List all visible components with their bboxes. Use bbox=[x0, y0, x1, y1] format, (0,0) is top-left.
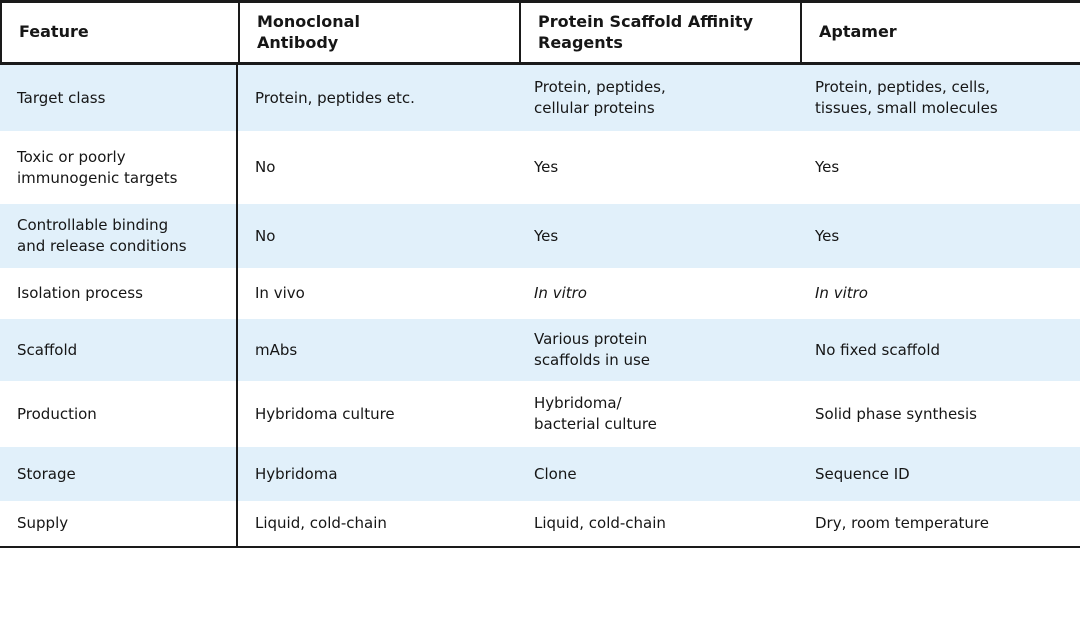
table-row-supply: Supply Liquid, cold-chain Liquid, cold-c… bbox=[0, 501, 1080, 546]
table-cell: In vivo bbox=[236, 268, 517, 319]
table-cell: Yes bbox=[534, 226, 559, 245]
table-cell: Solid phase synthesis bbox=[815, 404, 977, 423]
column-header-monoclonal-antibody: Monoclonal Antibody bbox=[238, 3, 519, 62]
table-header-row: Feature Monoclonal Antibody Protein Scaf… bbox=[0, 0, 1080, 65]
table-cell: Yes bbox=[815, 158, 840, 176]
table-cell: No bbox=[236, 204, 517, 268]
table-cell: Protein, peptides, cells, tissues, small… bbox=[815, 78, 998, 117]
table-cell: Protein, peptides etc. bbox=[236, 65, 517, 131]
column-header-aptamer: Aptamer bbox=[800, 3, 1080, 62]
table-row-controllable-binding: Controllable binding and release conditi… bbox=[0, 204, 1080, 268]
column-header-feature: Feature bbox=[19, 22, 89, 42]
table-cell: Sequence ID bbox=[815, 464, 910, 483]
table-row-storage: Storage Hybridoma Clone Sequence ID bbox=[0, 447, 1080, 501]
table-cell: Hybridoma bbox=[236, 447, 517, 501]
table-cell: Yes bbox=[815, 226, 840, 245]
row-feature-label: Production bbox=[17, 404, 97, 423]
table-row-target-class: Target class Protein, peptides etc. Prot… bbox=[0, 65, 1080, 131]
row-feature-label: Controllable binding and release conditi… bbox=[17, 216, 187, 255]
column-header-protein-scaffold-affinity-reagents: Protein Scaffold Affinity Reagents bbox=[519, 3, 800, 62]
row-feature-label: Scaffold bbox=[17, 340, 78, 359]
table-cell: No fixed scaffold bbox=[815, 340, 941, 359]
table-cell: Yes bbox=[534, 158, 559, 176]
table-row-toxic-targets: Toxic or poorly immunogenic targets No Y… bbox=[0, 131, 1080, 204]
table-cell: mAbs bbox=[236, 319, 517, 381]
table-cell: Clone bbox=[534, 464, 577, 483]
row-feature-label: Target class bbox=[17, 88, 106, 107]
table-cell: In vitro bbox=[815, 284, 868, 302]
table-row-isolation-process: Isolation process In vivo In vitro In vi… bbox=[0, 268, 1080, 319]
table-cell: No bbox=[236, 131, 517, 204]
table-cell: In vitro bbox=[534, 284, 587, 302]
table-cell: Various protein scaffolds in use bbox=[534, 330, 651, 369]
table-cell: Protein, peptides, cellular proteins bbox=[534, 78, 666, 117]
row-feature-label: Supply bbox=[17, 514, 69, 532]
table-cell: Liquid, cold-chain bbox=[534, 514, 666, 532]
table-cell: Hybridoma culture bbox=[236, 381, 517, 447]
table-row-scaffold: Scaffold mAbs Various protein scaffolds … bbox=[0, 319, 1080, 381]
row-feature-label: Isolation process bbox=[17, 284, 143, 302]
table-cell: Dry, room temperature bbox=[815, 514, 989, 532]
table-cell: Liquid, cold-chain bbox=[236, 501, 517, 546]
row-feature-label: Storage bbox=[17, 464, 76, 483]
table-cell: Hybridoma/ bacterial culture bbox=[534, 394, 657, 433]
table-row-production: Production Hybridoma culture Hybridoma/ … bbox=[0, 381, 1080, 447]
row-feature-label: Toxic or poorly immunogenic targets bbox=[17, 147, 178, 187]
comparison-table: Feature Monoclonal Antibody Protein Scaf… bbox=[0, 0, 1080, 548]
table-body: Target class Protein, peptides etc. Prot… bbox=[0, 65, 1080, 548]
